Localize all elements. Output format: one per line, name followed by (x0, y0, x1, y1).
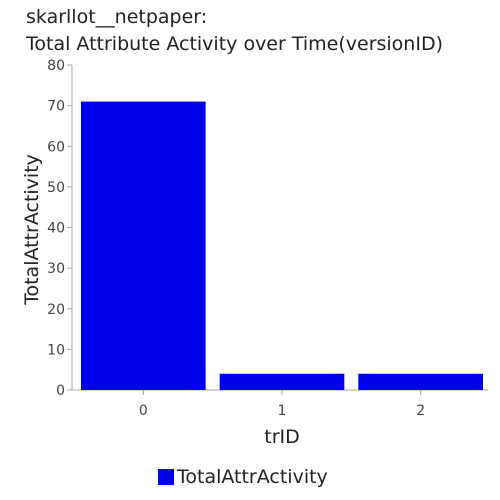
y-tick-label: 20 (47, 302, 65, 318)
y-tick-label: 40 (47, 221, 65, 237)
legend: TotalAttrActivity (158, 465, 328, 489)
x-tick-label: 0 (139, 403, 148, 419)
chart-title-line-2: Total Attribute Activity over Time(versi… (26, 33, 443, 55)
chart-title-line-1: skarllot__netpaper: (26, 6, 208, 28)
x-tick-label: 2 (416, 403, 425, 419)
x-tick-label: 1 (278, 403, 287, 419)
x-axis-label: trID (264, 426, 300, 448)
bar (219, 373, 345, 390)
legend-label: TotalAttrActivity (177, 466, 328, 488)
y-tick-label: 0 (56, 383, 65, 399)
y-tick-label: 80 (47, 58, 65, 74)
y-tick-label: 10 (47, 342, 65, 358)
legend-swatch (158, 469, 174, 485)
y-axis-label: TotalAttrActivity (21, 154, 43, 306)
y-tick-label: 60 (47, 139, 65, 155)
y-tick-label: 70 (47, 99, 65, 115)
bar (358, 373, 483, 390)
y-tick-label: 30 (47, 261, 65, 277)
bar (81, 101, 206, 390)
y-tick-label: 50 (47, 180, 65, 196)
